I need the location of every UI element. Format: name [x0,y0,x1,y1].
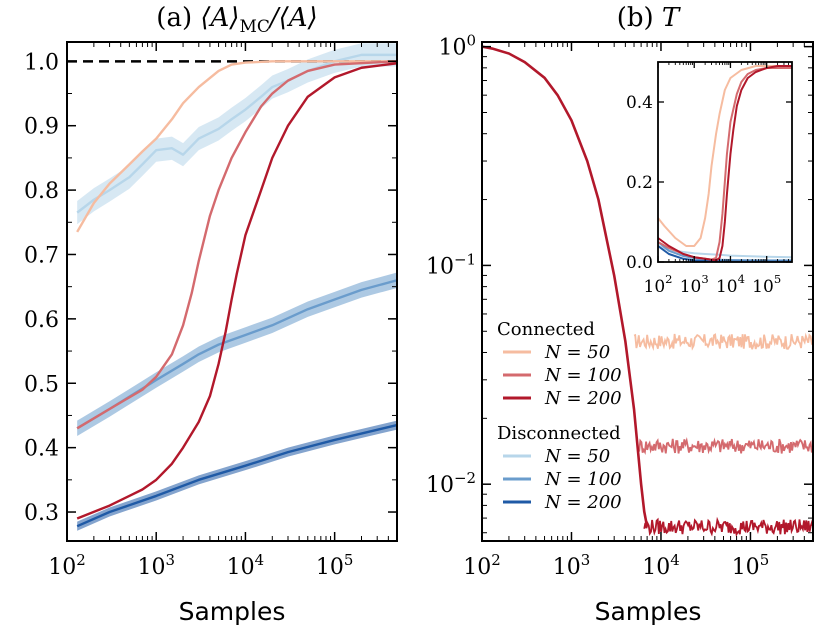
panel-b-title: (b) T [617,3,681,33]
legend-label: N = 100 [544,469,622,490]
panel-a-lines [67,53,398,528]
x-tick-label: 103 [137,551,175,580]
shared-decay-curve [481,45,649,527]
y-tick-label: 0.3 [24,501,59,526]
series-connected-n100 [638,437,814,455]
band-disconnected-n200 [77,420,398,531]
y-tick-label: 10−2 [426,469,476,498]
x-tick-label: 104 [227,551,265,580]
x-tick-label: 102 [463,551,501,580]
y-tick-label: 100 [438,32,476,61]
x-tick-label: 105 [732,551,770,580]
panel-a: (a) ⟨A⟩MC/⟨A⟩ 0.3 0.4 0.5 0.6 0.7 0.8 0.9 1.0 10… [24,3,398,626]
y-tick-label: 1.0 [24,50,59,75]
legend-label: N = 100 [544,365,622,386]
y-tick-label: 0.4 [24,437,59,462]
legend-label: N = 50 [544,446,610,467]
panel-b-lines [481,45,814,538]
inset-series-4 [657,65,792,247]
inset-plot: 0.0 0.2 0.4 102 103 104 105 [626,61,793,297]
series-connected-n100 [76,60,398,430]
inset-y-tick-label: 0.0 [626,253,653,273]
y-tick-label: 0.6 [24,308,59,333]
y-tick-label: 0.9 [24,115,59,140]
panel-b-xlabel: Samples [595,597,702,626]
inset-y-tick-label: 0.2 [626,173,653,193]
x-tick-label: 102 [48,551,86,580]
band-disconnected-n100 [77,272,398,437]
panel-b-axes: 100 10−1 10−2 102 103 104 105 [426,32,814,580]
legend-label: N = 200 [544,388,622,409]
legend-title-connected: Connected [497,319,595,340]
inset-x-tick-label: 105 [752,272,781,297]
inset-y-tick-label: 0.4 [626,93,653,113]
inset-x-tick-label: 102 [644,272,673,297]
x-tick-label: 103 [553,551,591,580]
panel-a-axes: 0.3 0.4 0.5 0.6 0.7 0.8 0.9 1.0 102 103 104 105 [24,41,398,580]
band-disconnected-n50 [77,43,398,225]
inset-x-tick-label: 104 [716,272,745,297]
series-connected-n50 [633,332,814,351]
y-tick-label: 10−1 [426,250,476,279]
inset-x-tick-label: 103 [680,272,709,297]
series-disconnected-n200 [76,423,398,528]
y-tick-label: 0.5 [24,372,59,397]
series-connected-n200 [76,62,398,520]
panel-a-title: (a) ⟨A⟩MC/⟨A⟩ [156,3,317,37]
x-tick-label: 105 [316,551,354,580]
panel-a-xlabel: Samples [179,597,286,626]
legend-label: N = 50 [544,342,610,363]
legend-label: N = 200 [544,492,622,513]
series-connected-n200 [643,516,814,538]
legend-title-disconnected: Disconnected [497,423,621,444]
series-connected-n50 [76,60,397,233]
x-tick-label: 104 [642,551,680,580]
y-tick-label: 0.8 [24,179,59,204]
y-tick-label: 0.7 [24,243,59,268]
